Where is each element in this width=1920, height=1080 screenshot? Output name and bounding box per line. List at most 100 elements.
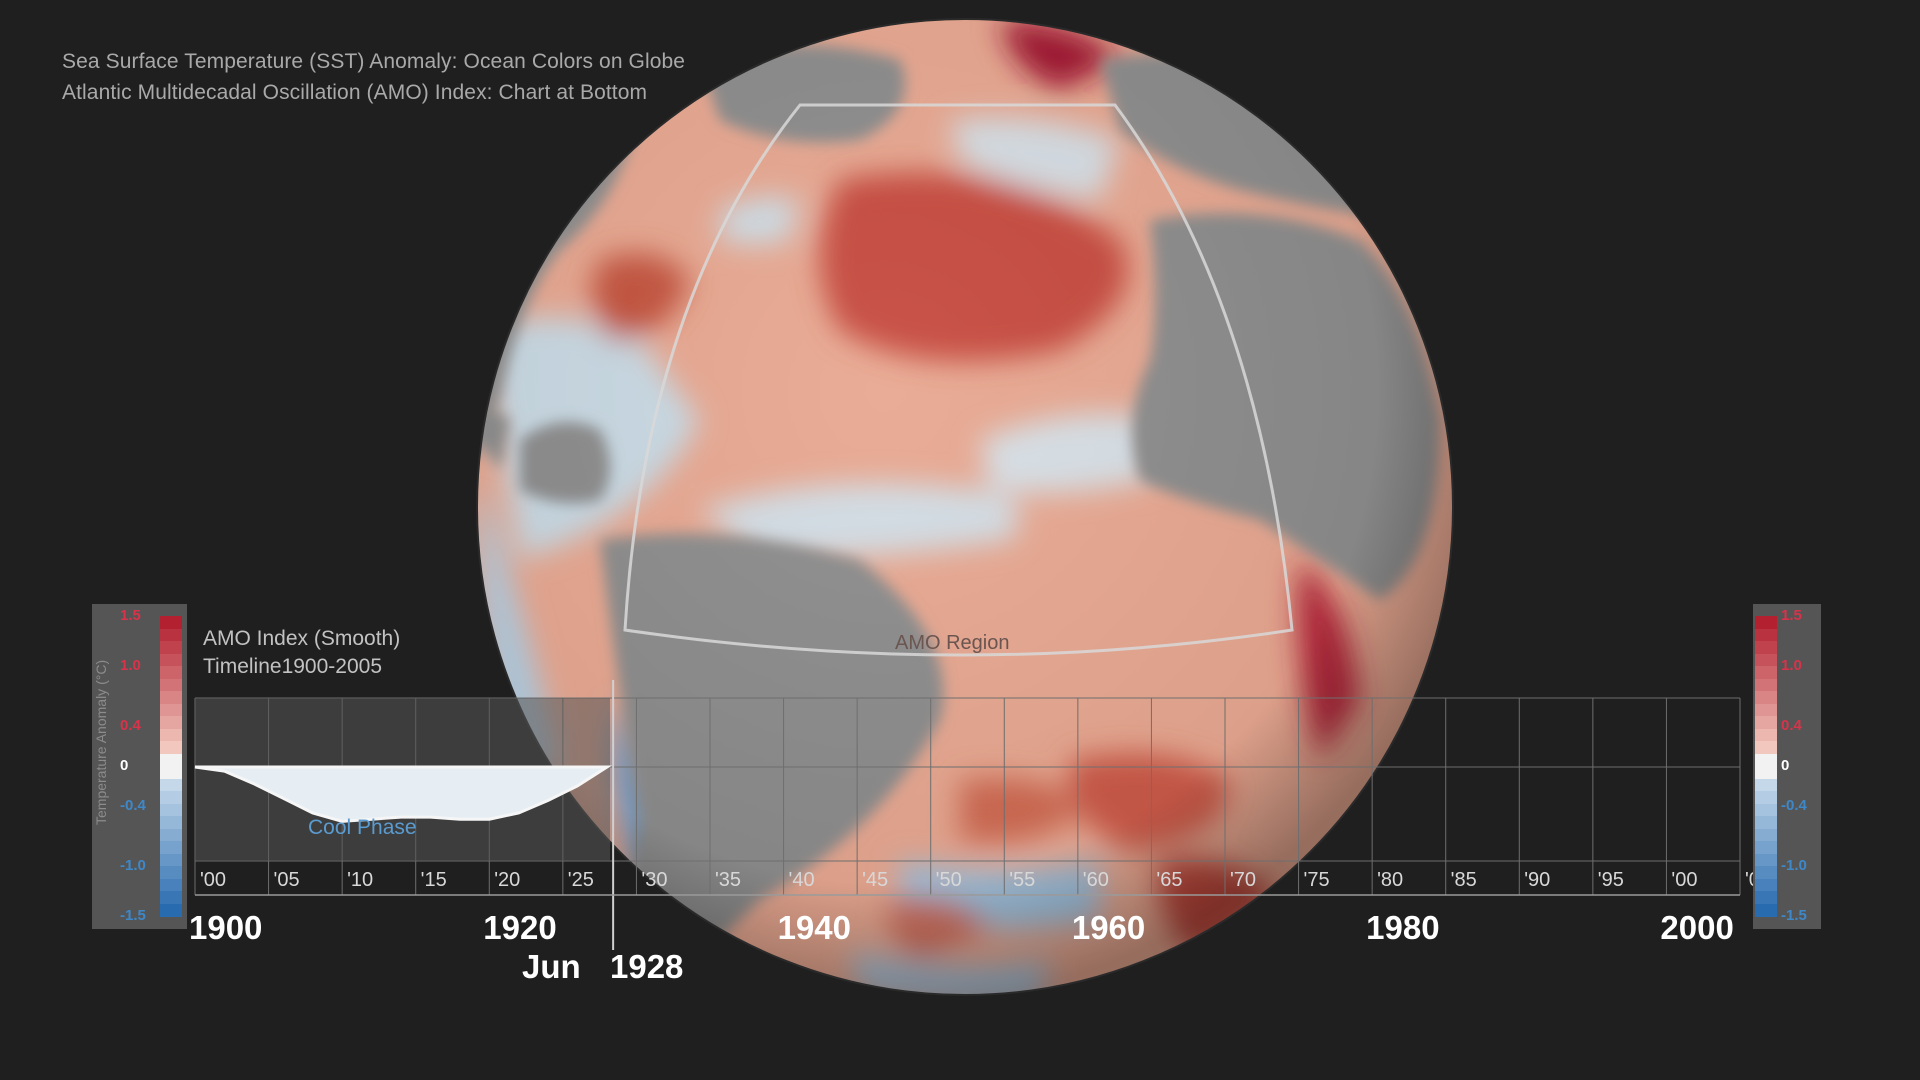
tick-label: '20 (494, 869, 521, 891)
amo-chart-title: AMO Index (Smooth) (203, 627, 401, 650)
amo-region-label: AMO Region (895, 632, 1010, 654)
colorbar-swatch (1755, 666, 1777, 679)
colorbar-swatch (160, 903, 182, 917)
colorbar-swatch (1755, 628, 1777, 642)
colorbar-swatch (1755, 728, 1777, 742)
colorbar-swatch (160, 703, 182, 717)
tick-label: '65 (1156, 869, 1183, 891)
colorbar-swatch (160, 678, 182, 692)
tick-label: '60 (1082, 869, 1109, 891)
colorbar-swatch (160, 741, 182, 754)
colorbar-swatch (160, 653, 182, 667)
tick-label: '45 (862, 869, 889, 891)
colorbar-left: 1.5 1.0 0.4 0 -0.4 -1.0 -1.5 (92, 604, 187, 929)
colorbar-swatch (160, 728, 182, 742)
colorbar-swatch (160, 816, 182, 829)
colorbar-swatch (1755, 741, 1777, 754)
amo-region-box (623, 103, 1294, 657)
tick-label: '95 (1597, 869, 1624, 891)
tick-label: '00 (199, 869, 227, 891)
colorbar-swatch (160, 853, 182, 867)
tick-label: '05 (273, 869, 300, 891)
colorbar-label: -1.0 (120, 857, 146, 874)
colorbar-label: 0 (120, 757, 129, 774)
colorbar-swatch (1755, 678, 1777, 692)
colorbar-swatch (160, 791, 182, 804)
decade-label: 2000 (1660, 909, 1734, 946)
tick-label: '70 (1229, 869, 1257, 891)
colorbar-swatch (1755, 641, 1777, 654)
colorbar-label: 1.0 (120, 657, 141, 674)
colorbar-swatch (160, 878, 182, 892)
colorbar-swatch (1755, 816, 1777, 829)
colorbar-swatch (1755, 803, 1777, 817)
colorbar-label: -0.4 (1781, 797, 1807, 814)
colorbar-swatch (160, 803, 182, 817)
colorbar-swatch (1755, 866, 1777, 879)
decade-label: 1900 (189, 909, 263, 946)
tick-label: '55 (1009, 869, 1036, 891)
colorbar-swatch (1755, 841, 1777, 854)
tick-label: '10 (347, 869, 374, 891)
tick-label: '80 (1377, 869, 1404, 891)
colorbar-swatch (160, 666, 182, 679)
colorbar-swatch (1755, 616, 1777, 629)
tick-label: '90 (1524, 869, 1551, 891)
colorbar-swatch (1755, 903, 1777, 917)
tick-label: '35 (714, 869, 742, 891)
decade-label: 1980 (1366, 909, 1440, 946)
colorbar-swatch (160, 891, 182, 904)
colorbar-swatch (1755, 778, 1777, 792)
phase-label: Cool Phase (308, 816, 417, 839)
colorbar-swatch (1755, 878, 1777, 892)
colorbar-label: 0.4 (1781, 717, 1802, 734)
colorbar-swatch (160, 841, 182, 854)
colorbar-label: 0.4 (120, 717, 141, 734)
tick-label: '50 (935, 869, 962, 891)
colorbar-swatch (160, 616, 182, 629)
colorbar-label: 1.5 (120, 607, 141, 624)
tick-label: '30 (641, 869, 668, 891)
colorbar-label: 0 (1781, 757, 1790, 774)
colorbar-swatch (160, 753, 182, 767)
caption-amo: Atlantic Multidecadal Oscillation (AMO) … (62, 81, 648, 104)
colorbar-swatch (1755, 766, 1777, 779)
colorbar-swatch (160, 828, 182, 842)
colorbar-swatch (1755, 653, 1777, 667)
colorbar-swatch (160, 628, 182, 642)
colorbar-swatch (1755, 691, 1777, 704)
colorbar-swatch (160, 866, 182, 879)
tick-label: '25 (567, 869, 594, 891)
colorbar-label: -1.5 (1781, 907, 1807, 924)
colorbar-swatch (160, 641, 182, 654)
colorbar-label: 1.5 (1781, 607, 1802, 624)
caption-sst: Sea Surface Temperature (SST) Anomaly: O… (62, 50, 686, 73)
current-month: Jun (522, 948, 581, 985)
decade-label: 1940 (777, 909, 851, 946)
colorbar-swatch (1755, 753, 1777, 767)
tick-label: '40 (788, 869, 815, 891)
colorbar-label: -1.5 (120, 907, 146, 924)
colorbar-swatch (1755, 891, 1777, 904)
tick-label: '75 (1303, 869, 1330, 891)
colorbar-swatch (160, 766, 182, 779)
colorbar-swatch (1755, 703, 1777, 717)
colorbar-swatch (1755, 853, 1777, 867)
colorbar-swatch (160, 716, 182, 729)
colorbar-label: 1.0 (1781, 657, 1802, 674)
colorbar-label: -0.4 (120, 797, 146, 814)
colorbar-swatch (1755, 791, 1777, 804)
decade-label: 1960 (1071, 909, 1146, 946)
colorbar-label: -1.0 (1781, 857, 1807, 874)
colorbar-swatch (160, 691, 182, 704)
tick-label: '85 (1450, 869, 1477, 891)
tick-label: '15 (420, 869, 447, 891)
colorbar-right: 1.5 1.0 0.4 0 -0.4 -1.0 -1.5 (1753, 604, 1821, 929)
current-year: 1928 (610, 948, 684, 985)
colorbar-swatch (160, 778, 182, 792)
tick-label: '00 (1671, 869, 1698, 891)
colorbar-swatch (1755, 716, 1777, 729)
amo-chart-subtitle: Timeline1900-2005 (203, 655, 383, 678)
